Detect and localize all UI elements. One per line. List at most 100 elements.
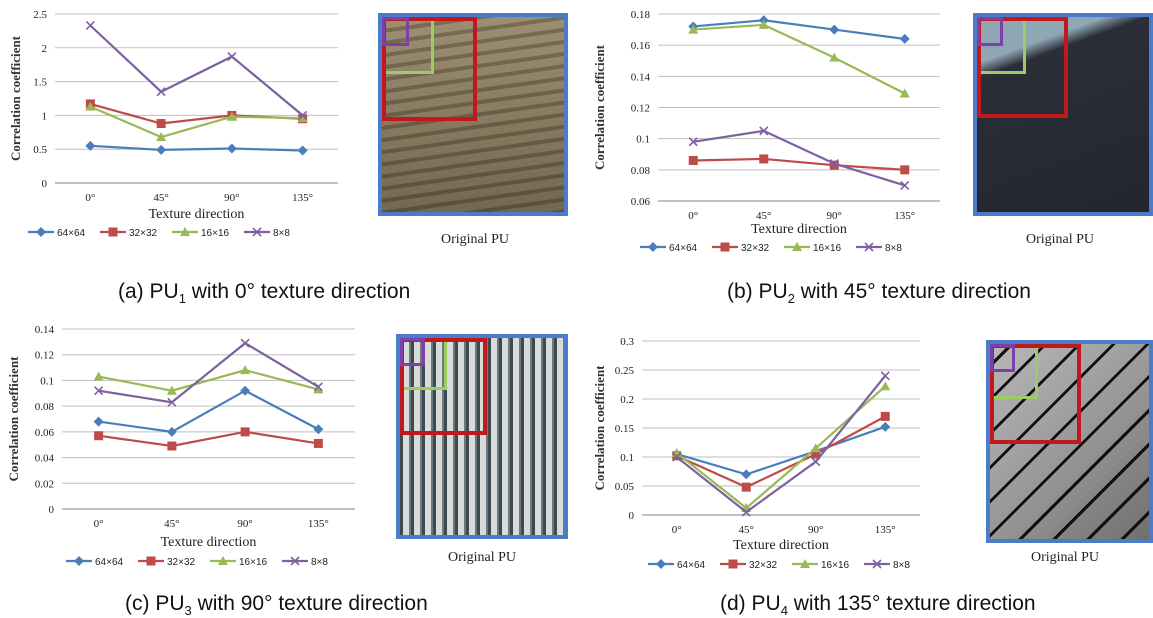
- y-tick-label: 0.12: [35, 350, 54, 362]
- panel-b: 0.06 0.08 0.1 0.12 0.14 0.16 0.18 0° 45° 90° 135° T…: [590, 0, 1153, 320]
- series-line: [693, 19, 905, 41]
- x-axis-label: Texture direction: [161, 535, 257, 550]
- series-s64: [85, 140, 308, 156]
- data-point: [166, 426, 177, 437]
- caption-c: (c) PU3 with 90° texture direction: [125, 592, 428, 618]
- chart-a: 0 0.5 1 1.5 2 2.5 0° 45° 90° 135° Texture directio…: [8, 9, 338, 239]
- data-point: [810, 443, 821, 453]
- series-s8: [688, 126, 910, 190]
- chart-b: 0.06 0.08 0.1 0.12 0.14 0.16 0.18 0° 45° 90° 135° T…: [592, 9, 940, 254]
- thumb-label-d: Original PU: [1030, 550, 1100, 565]
- caption-b-prefix: (b) PU: [727, 280, 788, 303]
- original-pu-thumbnail-a: [378, 13, 568, 216]
- data-point: [899, 33, 910, 44]
- data-point: [297, 113, 308, 123]
- caption-a-suffix: with 0° texture direction: [185, 280, 411, 303]
- data-point: [880, 381, 891, 391]
- legend-label: 8×8: [893, 560, 910, 571]
- x-tick-label: 0°: [94, 518, 104, 530]
- data-point: [240, 338, 250, 348]
- legend-label: 8×8: [273, 228, 290, 239]
- legend-label: 32×32: [741, 243, 770, 254]
- legend-label: 16×16: [239, 557, 268, 568]
- caption-d-suffix: with 135° texture direction: [787, 592, 1036, 615]
- data-point: [94, 386, 104, 396]
- caption-a: (a) PU1 with 0° texture direction: [118, 280, 410, 306]
- data-point: [156, 132, 167, 142]
- y-tick-label: 0.06: [631, 196, 651, 208]
- series-s8: [85, 20, 308, 120]
- series-line: [98, 389, 319, 433]
- data-point: [741, 507, 751, 517]
- legend-marker: [864, 242, 874, 252]
- data-point: [94, 431, 104, 441]
- y-tick-label: 1: [42, 110, 48, 122]
- legend-label: 64×64: [57, 228, 86, 239]
- y-tick-label: 0.05: [615, 481, 635, 493]
- series-s32: [94, 427, 323, 451]
- y-tick-label: 0: [42, 178, 48, 190]
- data-point: [688, 24, 699, 34]
- x-tick-label: 135°: [308, 518, 329, 530]
- series-line: [676, 415, 886, 489]
- y-axis-label: Correlation coefficient: [6, 356, 21, 482]
- data-point: [85, 101, 96, 111]
- data-point: [759, 154, 769, 164]
- series-line: [98, 430, 319, 448]
- y-tick-label: 0.25: [615, 365, 635, 377]
- series-line: [693, 129, 906, 187]
- data-point: [227, 52, 237, 62]
- data-point: [688, 155, 698, 165]
- x-tick-label: 0°: [688, 210, 698, 222]
- y-tick-label: 0.08: [35, 401, 55, 413]
- data-point: [829, 159, 839, 169]
- legend: 64×64 32×32 16×16 8×8: [28, 227, 290, 239]
- data-point: [688, 137, 698, 147]
- data-point: [672, 452, 682, 462]
- data-point: [226, 111, 237, 121]
- data-point: [93, 416, 104, 427]
- y-tick-label: 0.12: [631, 103, 650, 115]
- x-tick-label: 90°: [808, 524, 823, 536]
- series-s64: [93, 385, 324, 437]
- caption-d: (d) PU4 with 135° texture direction: [720, 592, 1036, 618]
- block-32x32-a: [382, 17, 477, 121]
- x-tick-label: 90°: [827, 210, 842, 222]
- data-point: [93, 371, 104, 381]
- series-line: [90, 144, 303, 152]
- x-tick-label: 45°: [756, 210, 771, 222]
- caption-c-sub: 3: [184, 603, 192, 618]
- series-line: [89, 105, 303, 139]
- x-tick-label: 0°: [672, 524, 682, 536]
- legend-marker: [656, 559, 666, 569]
- data-point: [240, 385, 251, 396]
- y-axis-label: Correlation coefficient: [8, 35, 23, 161]
- data-point: [85, 20, 95, 31]
- legend-label: 16×16: [813, 243, 842, 254]
- legend-marker: [800, 559, 810, 568]
- legend-marker: [252, 227, 262, 237]
- block-8x8-d: [990, 344, 1015, 372]
- legend-marker: [728, 559, 738, 569]
- block-32x32-b: [977, 17, 1068, 118]
- data-point: [900, 165, 910, 175]
- original-pu-thumbnail-d: [986, 340, 1153, 543]
- data-point: [298, 110, 308, 120]
- caption-c-suffix: with 90° texture direction: [191, 592, 428, 615]
- data-point: [829, 52, 840, 62]
- y-tick-label: 0.18: [631, 9, 651, 21]
- data-point: [313, 438, 323, 448]
- legend-label: 16×16: [201, 228, 230, 239]
- legend: 64×64 32×32 16×16 8×8: [640, 242, 902, 254]
- series-line: [676, 385, 886, 510]
- x-axis-label: Texture direction: [149, 207, 245, 222]
- series-s16: [85, 101, 308, 142]
- x-tick-label: 45°: [739, 524, 754, 536]
- y-tick-label: 0.5: [33, 144, 47, 156]
- data-point: [226, 143, 237, 154]
- legend-label: 32×32: [749, 560, 778, 571]
- y-tick-label: 0: [49, 504, 55, 516]
- data-point: [240, 365, 251, 375]
- x-tick-label: 90°: [237, 518, 252, 530]
- y-axis-label: Correlation coefficient: [592, 44, 607, 170]
